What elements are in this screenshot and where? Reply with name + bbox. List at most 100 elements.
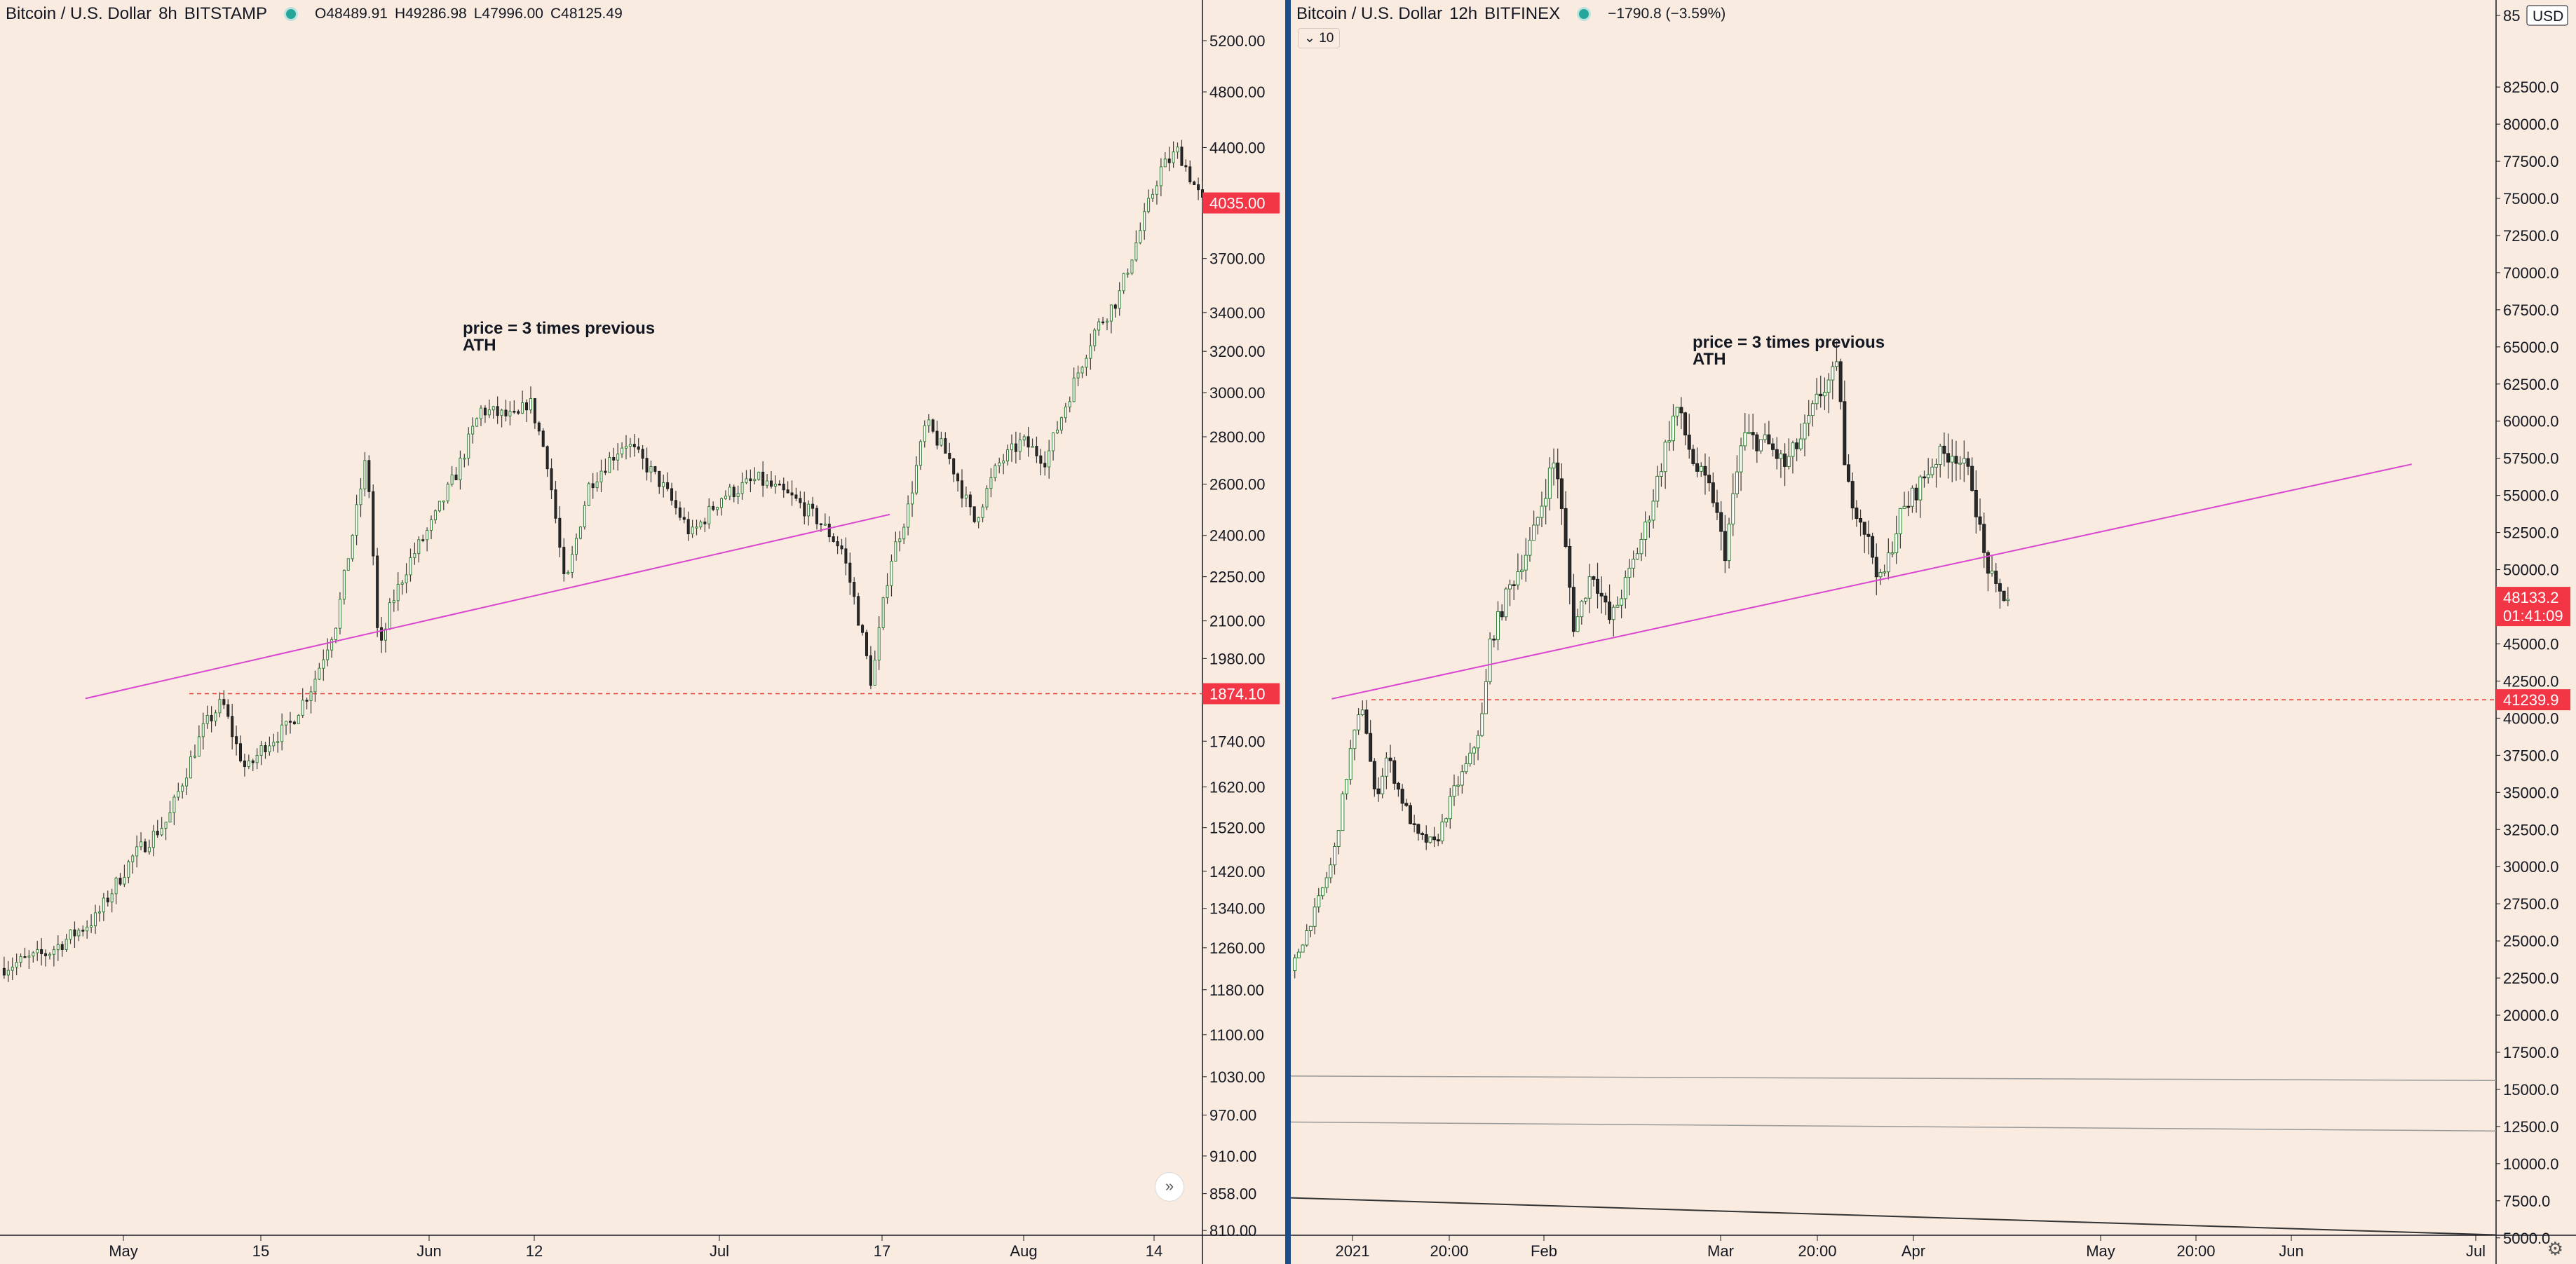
candle-body <box>749 478 752 482</box>
candle-body <box>1524 555 1528 571</box>
price-tick-label: 2600.00 <box>1209 476 1266 494</box>
candle-body <box>1871 536 1875 558</box>
candle-body <box>1583 597 1587 602</box>
candle-body <box>799 498 802 503</box>
candle-body <box>177 791 180 798</box>
candle-body <box>94 912 97 927</box>
candle-body <box>1052 433 1055 451</box>
candle-body <box>529 398 532 411</box>
indicator-toggle[interactable]: ⌄ 10 <box>1298 28 1341 48</box>
price-tick-label: 40000.0 <box>2503 709 2559 727</box>
candle-body <box>653 466 657 472</box>
candle-body <box>1504 588 1508 618</box>
candle-body <box>60 944 64 950</box>
right-symbol-title[interactable]: Bitcoin / U.S. Dollar <box>1296 4 1443 23</box>
candle-body <box>467 433 470 458</box>
price-tick-label: 2400.00 <box>1209 527 1266 545</box>
price-tick-label: 3200.00 <box>1209 343 1266 360</box>
candle-body <box>19 956 22 963</box>
candle-body <box>405 574 408 583</box>
candle-body <box>409 557 412 576</box>
candle-body <box>1998 583 2002 592</box>
candle-body <box>562 547 566 574</box>
candle-body <box>927 419 930 426</box>
left-symbol-title[interactable]: Bitcoin / U.S. Dollar <box>6 4 152 23</box>
candle-body <box>143 841 147 852</box>
right-interval[interactable]: 12h <box>1449 4 1478 23</box>
candle-body <box>1974 489 1978 517</box>
candle-body <box>1994 571 1998 584</box>
candle-body <box>268 745 271 753</box>
candle-body <box>1456 784 1460 787</box>
price-tick-label: 1180.00 <box>1209 981 1264 999</box>
candle-body <box>1143 211 1146 231</box>
candle-body <box>463 457 466 460</box>
candle-body <box>118 878 122 885</box>
candle-body <box>140 841 143 848</box>
candle-body <box>1592 576 1596 580</box>
scroll-to-realtime-icon[interactable]: » <box>1155 1172 1184 1202</box>
candle-body <box>513 411 516 413</box>
price-tick-label: 15000.0 <box>2503 1081 2559 1099</box>
candle-body <box>890 560 893 586</box>
time-tick-label: 17 <box>874 1242 890 1260</box>
candle-body <box>1898 508 1902 534</box>
candle-body <box>1886 552 1890 573</box>
candle-body <box>90 925 93 927</box>
candle-body <box>77 930 81 937</box>
candle-body <box>1484 681 1488 714</box>
candle-body <box>1516 571 1520 585</box>
candle-body <box>1014 443 1017 452</box>
candle-body <box>1308 925 1313 931</box>
current-price-label: 4035.00 <box>1209 195 1266 212</box>
candle-body <box>1540 505 1544 518</box>
time-tick-label: 14 <box>1146 1242 1162 1260</box>
gear-icon[interactable]: ⚙ <box>2547 1238 2563 1259</box>
candle-body <box>1946 453 1951 463</box>
price-tick-label: 62500.0 <box>2503 376 2559 393</box>
left-interval[interactable]: 8h <box>158 4 177 23</box>
candle-body <box>322 659 325 669</box>
price-tick-label: 65000.0 <box>2503 339 2559 356</box>
candle-body <box>666 482 670 489</box>
candle-body <box>587 483 590 506</box>
candle-body <box>1468 752 1472 764</box>
current-price-badge <box>1202 192 1280 214</box>
pane-divider[interactable] <box>1285 0 1291 1264</box>
candle-body <box>2006 599 2010 602</box>
candle-body <box>972 506 976 522</box>
time-tick-label: 20:00 <box>1798 1242 1836 1260</box>
candle-body <box>1791 442 1795 457</box>
candle-body <box>1859 518 1863 523</box>
left-chart-pane[interactable]: 5200.00 4800.00 4400.00 3700.00 3400.00 3200.… <box>0 0 1285 1264</box>
candle-body <box>1711 482 1715 503</box>
left-chart-canvas[interactable]: 5200.00 4800.00 4400.00 3700.00 3400.00 3200.… <box>0 0 1285 1264</box>
candle-body <box>832 536 835 543</box>
candle-body <box>235 736 238 745</box>
price-tick-label: 75000.0 <box>2503 190 2559 208</box>
candle-body <box>110 893 114 903</box>
candle-body <box>952 458 956 475</box>
right-chart-canvas[interactable]: 85 82500.0 80000.0 77500.0 75000.0 72500.0 700… <box>1291 0 2576 1264</box>
annotation-line-2: ATH <box>463 336 496 355</box>
candle-body <box>1843 401 1847 465</box>
price-tick-label: 2800.00 <box>1209 428 1266 446</box>
candle-body <box>259 745 263 756</box>
candle-body <box>736 493 740 497</box>
candle-body <box>6 970 10 976</box>
candle-body <box>1807 415 1811 424</box>
candle-body <box>1039 455 1043 464</box>
candle-body <box>32 952 35 957</box>
candle-body <box>1113 304 1117 309</box>
candle-body <box>1926 474 1930 479</box>
right-chart-pane[interactable]: 85 82500.0 80000.0 77500.0 75000.0 72500.0 700… <box>1291 0 2576 1264</box>
candle-body <box>131 855 135 862</box>
candle-body <box>1922 476 1926 479</box>
candle-body <box>533 398 536 423</box>
candle-body <box>1064 407 1067 419</box>
candle-body <box>707 505 711 524</box>
candle-body <box>1547 468 1552 499</box>
price-tick-label: 4400.00 <box>1209 139 1266 156</box>
candle-body <box>65 939 68 950</box>
candle-body <box>695 526 698 529</box>
